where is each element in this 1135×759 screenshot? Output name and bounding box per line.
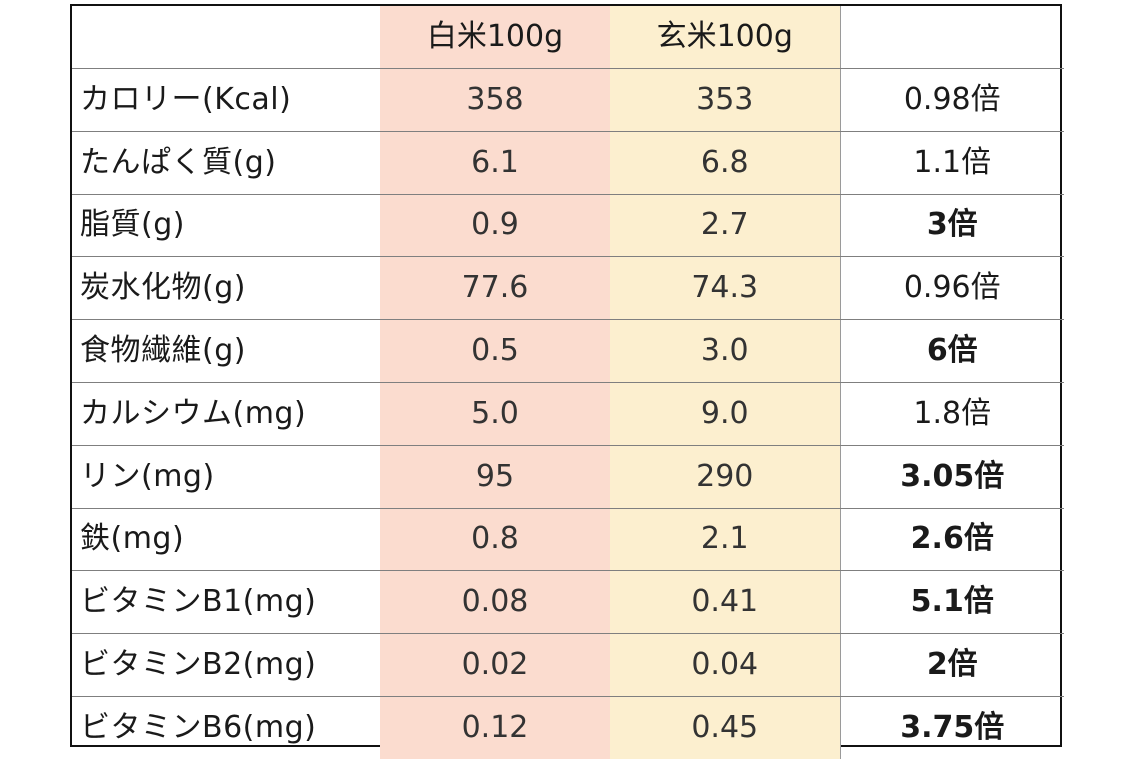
header-label-cell bbox=[72, 6, 380, 69]
nutrient-label: 鉄(mg) bbox=[72, 508, 380, 572]
ratio-value: 1.1倍 bbox=[840, 131, 1064, 195]
white-rice-value: 77.6 bbox=[380, 256, 610, 321]
brown-rice-value: 0.04 bbox=[610, 633, 841, 697]
brown-rice-value: 9.0 bbox=[610, 382, 841, 446]
nutrient-label: 脂質(g) bbox=[72, 194, 380, 258]
header-ratio-cell bbox=[840, 6, 1064, 69]
nutrient-label: ビタミンB6(mg) bbox=[80, 709, 317, 745]
table-row: ビタミンB1(mg) 0.08 0.41 5.1倍 bbox=[72, 570, 1064, 635]
table-row: カルシウム(mg) 5.0 9.0 1.8倍 bbox=[72, 382, 1064, 446]
brown-rice-value: 0.45 bbox=[610, 696, 841, 759]
table-row: 鉄(mg) 0.8 2.1 2.6倍 bbox=[72, 508, 1064, 572]
white-rice-value: 0.5 bbox=[380, 319, 610, 383]
ratio-value: 6倍 bbox=[840, 319, 1064, 383]
nutrient-label: カロリー(Kcal) bbox=[72, 68, 380, 132]
brown-rice-value: 74.3 bbox=[610, 256, 841, 321]
brown-rice-value: 2.7 bbox=[610, 194, 841, 258]
comparison-table: 白米100g 玄米100g カロリー(Kcal) 358 353 0.98倍 たんぱく質… bbox=[72, 6, 1064, 759]
header-brown-rice: 玄米100g bbox=[610, 6, 841, 69]
table-body: カロリー(Kcal) 358 353 0.98倍 たんぱく質(g) 6.1 6.8 1.1倍脂… bbox=[72, 68, 1064, 759]
nutrient-label: リン(mg) bbox=[72, 445, 380, 509]
brown-rice-value: 6.8 bbox=[610, 131, 841, 195]
brown-rice-value: 353 bbox=[610, 68, 841, 132]
white-rice-value: 6.1 bbox=[380, 131, 610, 195]
header-row: 白米100g 玄米100g bbox=[72, 6, 1064, 69]
table-row: 炭水化物(g) 77.6 74.3 0.96倍 bbox=[72, 256, 1064, 321]
table-row: たんぱく質(g) 6.1 6.8 1.1倍 bbox=[72, 131, 1064, 195]
white-rice-value: 0.8 bbox=[380, 508, 610, 572]
ratio-value: 5.1倍 bbox=[840, 570, 1064, 635]
table-row: 脂質(g) 0.9 2.7 3倍 bbox=[72, 194, 1064, 258]
ratio-value: 3.05倍 bbox=[840, 445, 1064, 509]
brown-rice-value: 2.1 bbox=[610, 508, 841, 572]
nutrient-label: カルシウム(mg) bbox=[72, 382, 380, 446]
white-rice-value: 5.0 bbox=[380, 382, 610, 446]
white-rice-value: 0.02 bbox=[380, 633, 610, 697]
ratio-value: 3倍 bbox=[840, 194, 1064, 258]
ratio-value: 0.98倍 bbox=[840, 68, 1064, 132]
brown-rice-value: 290 bbox=[610, 445, 841, 509]
nutrition-comparison-table: 白米100g 玄米100g カロリー(Kcal) 358 353 0.98倍 たんぱく質… bbox=[70, 4, 1064, 759]
table-row: 食物繊維(g) 0.5 3.0 6倍 bbox=[72, 319, 1064, 383]
white-rice-value: 0.08 bbox=[380, 570, 610, 635]
nutrient-label: ビタミンB2(mg) bbox=[72, 633, 380, 697]
white-rice-value: 0.12 bbox=[380, 696, 610, 759]
table-row: ビタミンB6(mg) 0.12 0.45 3.75倍 bbox=[72, 696, 1064, 759]
ratio-value: 3.75倍 bbox=[900, 709, 1005, 745]
nutrient-label: ビタミンB1(mg) bbox=[72, 570, 380, 635]
table-row: ビタミンB2(mg) 0.02 0.04 2倍 bbox=[72, 633, 1064, 697]
table-row: カロリー(Kcal) 358 353 0.98倍 bbox=[72, 68, 1064, 132]
nutrient-label: 食物繊維(g) bbox=[72, 319, 380, 383]
ratio-value: 0.96倍 bbox=[840, 256, 1064, 321]
brown-rice-value: 0.41 bbox=[610, 570, 841, 635]
ratio-value: 1.8倍 bbox=[840, 382, 1064, 446]
ratio-value: 2倍 bbox=[840, 633, 1064, 697]
brown-rice-value: 3.0 bbox=[610, 319, 841, 383]
header-white-rice: 白米100g bbox=[380, 6, 610, 69]
nutrient-label: たんぱく質(g) bbox=[72, 131, 380, 195]
white-rice-value: 0.9 bbox=[380, 194, 610, 258]
white-rice-value: 95 bbox=[380, 445, 610, 509]
white-rice-value: 358 bbox=[380, 68, 610, 132]
ratio-value: 2.6倍 bbox=[840, 508, 1064, 572]
nutrient-label: 炭水化物(g) bbox=[72, 256, 380, 321]
table-row: リン(mg) 95 290 3.05倍 bbox=[72, 445, 1064, 509]
